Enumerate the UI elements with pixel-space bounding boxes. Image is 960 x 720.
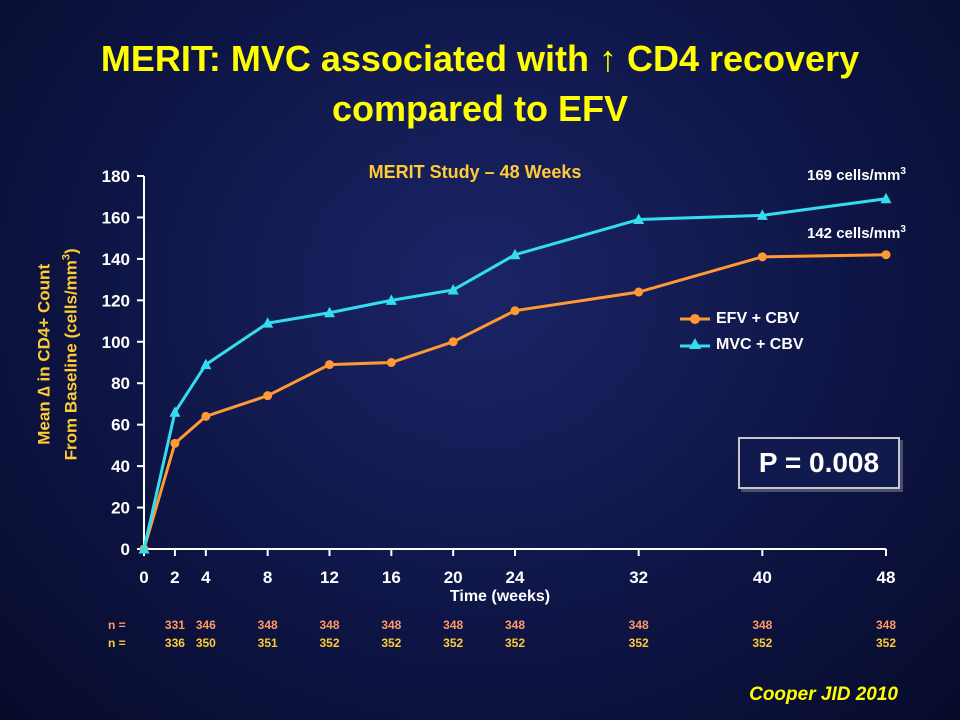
legend-item-mvc: MVC + CBV xyxy=(678,332,878,358)
legend-label-efv: EFV + CBV xyxy=(716,310,800,327)
x-tick-label: 0 xyxy=(139,568,148,587)
data-point-efv xyxy=(263,391,273,401)
x-tick-label: 24 xyxy=(506,568,525,587)
n-at-risk-value: 348 xyxy=(505,618,525,632)
x-tick-label: 40 xyxy=(753,568,772,587)
n-at-risk-value: 351 xyxy=(258,636,278,650)
y-axis-label: Mean ∆ in CD4+ Count From Baseline (cell… xyxy=(34,174,83,534)
y-tick-label: 60 xyxy=(111,416,130,435)
x-tick-label: 8 xyxy=(263,568,272,587)
legend-swatch-efv xyxy=(680,314,710,324)
n-at-risk-value: 346 xyxy=(196,618,216,632)
data-point-efv xyxy=(881,250,891,260)
y-tick-label: 0 xyxy=(121,540,130,559)
data-point-mvc xyxy=(385,294,397,305)
y-tick-label: 20 xyxy=(111,499,130,518)
x-tick-label: 2 xyxy=(170,568,179,587)
n-at-risk-prefix: n = xyxy=(108,618,126,632)
series-line-efv xyxy=(142,253,887,550)
legend-item-efv: EFV + CBV xyxy=(678,306,878,332)
n-at-risk-value: 348 xyxy=(319,618,339,632)
data-point-efv xyxy=(170,438,180,448)
data-point-mvc xyxy=(169,406,181,417)
n-at-risk-value: 352 xyxy=(505,636,525,650)
x-tick-label: 20 xyxy=(444,568,463,587)
data-point-mvc xyxy=(200,358,212,370)
y-tick-label: 120 xyxy=(102,291,130,310)
legend: EFV + CBV MVC + CBV xyxy=(678,306,878,358)
data-point-mvc xyxy=(262,317,274,328)
slide-title-line2: compared to EFV xyxy=(331,88,629,129)
y-axis-label-line1: Mean ∆ in CD4+ Count xyxy=(34,263,54,445)
x-tick-label: 12 xyxy=(320,568,339,587)
mvc-end-annotation: 169 cells/mm3 xyxy=(807,166,906,184)
y-tick-label: 80 xyxy=(111,374,130,393)
data-point-efv xyxy=(757,252,767,262)
n-at-risk-value: 352 xyxy=(443,636,463,650)
data-point-efv xyxy=(325,360,334,370)
n-at-risk-value: 352 xyxy=(876,636,896,650)
y-axis-label-exponent: 3 xyxy=(60,253,73,261)
chart-title: MERIT Study – 48 Weeks xyxy=(368,162,582,182)
n-at-risk-value: 331 xyxy=(165,618,185,632)
x-tick-label: 16 xyxy=(382,568,401,587)
data-point-mvc xyxy=(324,306,335,318)
x-tick-label: 32 xyxy=(629,568,648,587)
data-point-mvc xyxy=(509,248,521,260)
n-at-risk-value: 352 xyxy=(629,636,649,650)
y-tick-label: 180 xyxy=(102,167,130,186)
n-at-risk-value: 336 xyxy=(165,636,185,650)
efv-end-annotation-text: 142 cells/mm xyxy=(807,225,901,242)
data-point-efv xyxy=(510,306,520,316)
x-axis-label: Time (weeks) xyxy=(449,588,551,605)
n-at-risk-value: 348 xyxy=(443,618,463,632)
data-point-efv xyxy=(386,358,396,367)
citation: Cooper JID 2010 xyxy=(749,684,898,705)
y-tick-label: 160 xyxy=(102,208,130,227)
slide-title: MERIT: MVC associated with ↑ CD4 recover… xyxy=(0,34,960,134)
data-point-mvc xyxy=(447,283,459,295)
efv-end-annotation-exponent: 3 xyxy=(900,224,906,235)
n-at-risk-value: 352 xyxy=(752,636,772,650)
mvc-end-annotation-text: 169 cells/mm xyxy=(807,167,901,184)
data-point-mvc xyxy=(756,209,768,220)
y-axis-label-close: ) xyxy=(61,248,81,254)
n-at-risk-value: 352 xyxy=(381,636,401,650)
data-point-efv xyxy=(448,337,458,347)
p-value-box: P = 0.008 xyxy=(738,437,900,489)
data-point-mvc xyxy=(880,192,892,204)
y-tick-label: 40 xyxy=(111,457,130,476)
x-tick-label: 48 xyxy=(877,568,896,587)
data-point-mvc xyxy=(138,543,150,554)
x-tick-label: 4 xyxy=(201,568,211,587)
n-at-risk-value: 348 xyxy=(876,618,896,632)
legend-swatch-mvc xyxy=(680,338,710,349)
n-at-risk-value: 348 xyxy=(752,618,772,632)
n-at-risk-value: 348 xyxy=(629,618,649,632)
data-point-mvc xyxy=(633,213,645,225)
slide-title-line1: MERIT: MVC associated with ↑ CD4 recover… xyxy=(100,38,860,79)
mvc-end-annotation-exponent: 3 xyxy=(900,166,906,177)
y-axis-label-line2-text: From Baseline (cells/mm xyxy=(61,260,81,461)
n-at-risk-value: 348 xyxy=(381,618,401,632)
n-at-risk-prefix: n = xyxy=(108,636,126,650)
n-at-risk-value: 352 xyxy=(319,636,339,650)
legend-label-mvc: MVC + CBV xyxy=(716,336,804,353)
n-at-risk-value: 350 xyxy=(196,636,216,650)
y-tick-label: 100 xyxy=(102,333,130,352)
y-axis-label-line2: From Baseline (cells/mm3) xyxy=(56,174,83,534)
n-at-risk-value: 348 xyxy=(258,618,278,632)
data-point-efv xyxy=(634,287,644,297)
efv-end-annotation: 142 cells/mm3 xyxy=(807,224,906,242)
data-point-efv xyxy=(201,411,211,421)
y-tick-label: 140 xyxy=(102,250,130,269)
